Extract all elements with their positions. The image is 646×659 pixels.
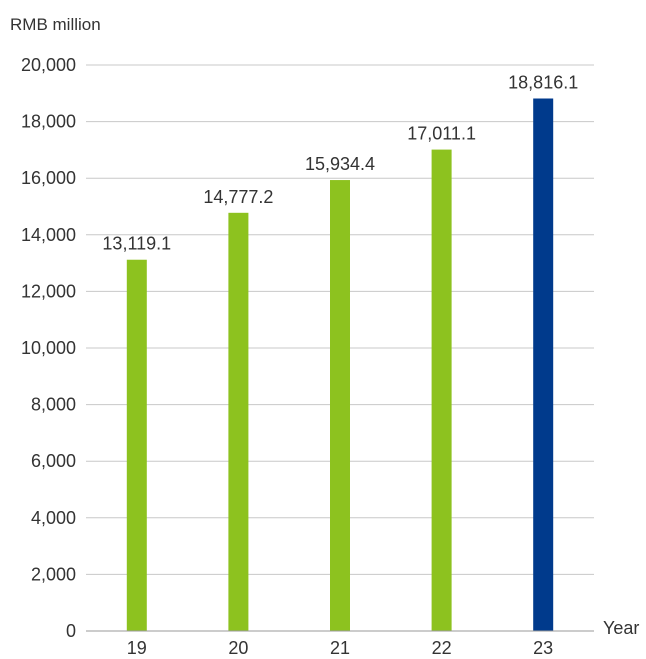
bar-20 — [228, 212, 249, 631]
x-tick-label-23: 23 — [533, 638, 553, 658]
bar-23 — [533, 98, 554, 631]
y-tick-label: 20,000 — [21, 55, 76, 75]
x-tick-label-20: 20 — [228, 638, 248, 658]
bars — [126, 98, 554, 632]
y-tick-label: 14,000 — [21, 225, 76, 245]
bar-22 — [431, 149, 452, 631]
y-tick-label: 4,000 — [31, 508, 76, 528]
bar-value-labels: 13,119.1 14,777.2 15,934.4 17,011.1 18,816.1 — [102, 73, 578, 254]
y-tick-label: 18,000 — [21, 112, 76, 132]
bar-19 — [126, 259, 147, 631]
x-tick-label-22: 22 — [432, 638, 452, 658]
y-tick-label: 12,000 — [21, 281, 76, 301]
value-label-21: 15,934.4 — [305, 154, 375, 174]
x-axis-tick-labels: 19 20 21 22 23 — [127, 638, 553, 658]
y-tick-label: 8,000 — [31, 395, 76, 415]
x-tick-label-19: 19 — [127, 638, 147, 658]
x-tick-label-21: 21 — [330, 638, 350, 658]
y-tick-label: 2,000 — [31, 564, 76, 584]
y-tick-label: 10,000 — [21, 338, 76, 358]
value-label-22: 17,011.1 — [407, 124, 476, 144]
y-tick-label: 16,000 — [21, 168, 76, 188]
y-tick-label: 0 — [66, 621, 76, 641]
value-label-20: 14,777.2 — [203, 187, 273, 207]
y-axis-unit-label: RMB million — [10, 15, 101, 34]
bar-21 — [330, 180, 350, 632]
y-axis-tick-labels: 0 2,000 4,000 6,000 8,000 10,000 12,000 14,000 1… — [21, 55, 76, 641]
value-label-19: 13,119.1 — [102, 234, 171, 254]
value-label-23: 18,816.1 — [508, 73, 578, 93]
x-axis-label: Year — [603, 618, 639, 638]
y-tick-label: 6,000 — [31, 451, 76, 471]
